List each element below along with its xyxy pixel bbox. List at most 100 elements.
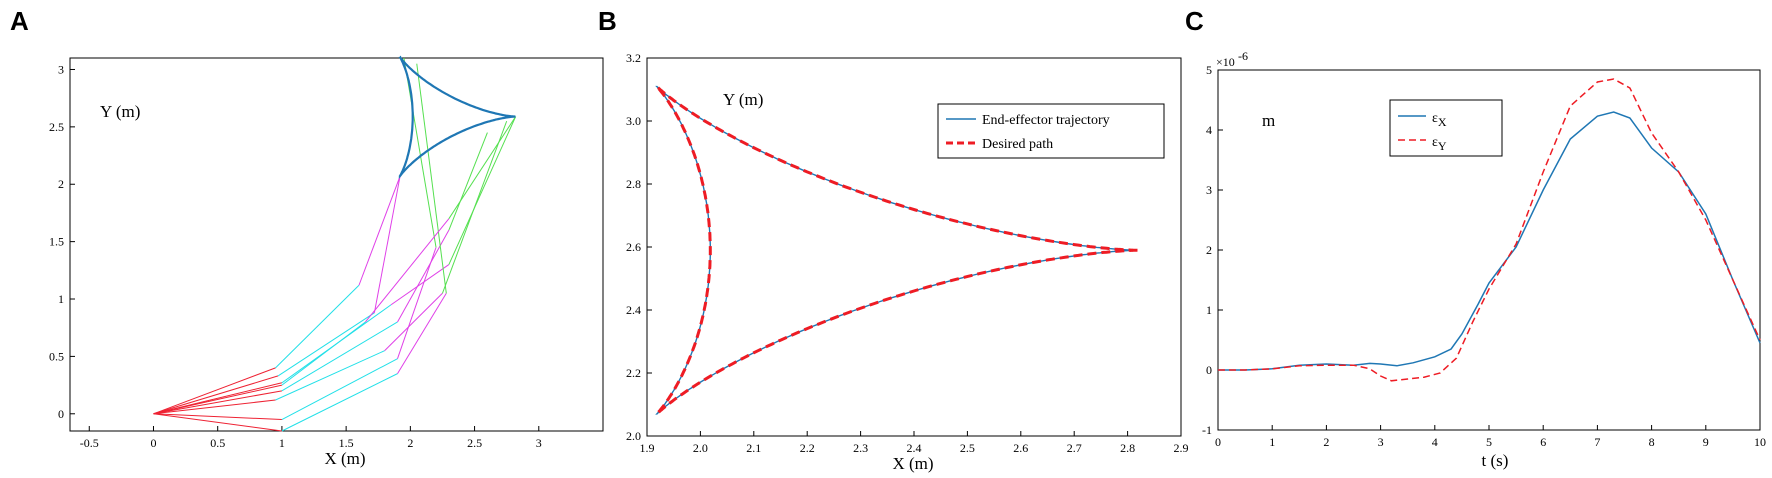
ylabel-b: Y (m) [723, 90, 763, 109]
c-ytick-label: 3 [1206, 183, 1212, 197]
b-xtick-label: 2.4 [907, 441, 922, 455]
c-ytick-label: -1 [1202, 423, 1212, 437]
arm-link [281, 358, 398, 420]
c-xtick-label: 2 [1323, 435, 1329, 449]
plot-frame-a [69, 57, 604, 432]
arm-link [275, 350, 385, 401]
arm-link [384, 292, 443, 352]
a-ytick-label: 1 [58, 292, 64, 306]
a-xtick-label: 2 [407, 436, 413, 450]
a-xtick-label: -0.5 [80, 436, 99, 450]
b-xtick-label: 2.7 [1067, 441, 1082, 455]
xlabel-b: X (m) [892, 454, 933, 473]
arm-link [373, 176, 401, 313]
exponent-power: -6 [1238, 49, 1248, 63]
exponent-label: ×10 -6 [1216, 49, 1248, 69]
c-ytick-label: 0 [1206, 363, 1212, 377]
arm-link [275, 284, 360, 369]
c-xtick-label: 9 [1703, 435, 1709, 449]
c-xtick-label: 8 [1649, 435, 1655, 449]
panel-b: 1.9 2.0 2.1 2.2 2.3 2.4 2.5 2.6 2.7 2.8 2.92.02.22… [626, 51, 1189, 473]
c-xtick-label: 7 [1594, 435, 1600, 449]
b-xtick-label: 2.5 [960, 441, 975, 455]
arm-link [153, 367, 276, 415]
ylabel-a: Y (m) [100, 102, 140, 121]
arm-link [281, 321, 366, 386]
a-xtick-label: 0.5 [210, 436, 225, 450]
series-ey [1218, 78, 1761, 382]
b-ytick-label: 3.2 [626, 51, 641, 65]
c-ytick-label: 1 [1206, 303, 1212, 317]
legend-ey-sub: Y [1438, 139, 1447, 153]
arm-link [153, 413, 282, 432]
arm-link [416, 63, 447, 294]
c-xtick-label: 0 [1215, 435, 1221, 449]
arm-link [448, 116, 517, 265]
arm-link [153, 413, 282, 421]
legend-box-b [937, 103, 1165, 159]
legend-label-ey: εY [1432, 135, 1447, 153]
arm-link [397, 293, 447, 374]
series-ex [1218, 111, 1761, 371]
arm-link [277, 312, 375, 377]
b-ytick-label: 2.0 [626, 429, 641, 443]
b-ytick-label: 2.8 [626, 177, 641, 191]
b-ytick-label: 3.0 [626, 114, 641, 128]
c-xtick-label: 3 [1378, 435, 1384, 449]
b-xtick-label: 1.9 [640, 441, 655, 455]
arm-link [358, 176, 401, 286]
series-desired-path [653, 85, 1138, 416]
panel-a: -0.5 0 0.5 1 1.5 2 2.5 3 0 0.5 1 1.5 2 2.5 3 Y (m) X (… [49, 55, 604, 468]
b-ytick-label: 2.4 [626, 303, 641, 317]
b-xtick-label: 2.3 [853, 441, 868, 455]
b-ytick-label: 2.6 [626, 240, 641, 254]
arm-link [153, 375, 279, 415]
arm-link [397, 247, 437, 359]
xlabel-c: t (s) [1482, 451, 1509, 470]
arm-link [153, 390, 283, 415]
panel-letter-a: A [10, 6, 29, 36]
ylabel-c: m [1262, 111, 1275, 130]
panel-letter-b: B [598, 6, 617, 36]
legend-c: εX εY [1389, 99, 1503, 157]
b-xtick-label: 2.6 [1013, 441, 1028, 455]
arm-link [390, 264, 450, 306]
deltoid-path-a [398, 55, 516, 179]
exponent-base: ×10 [1216, 55, 1235, 69]
legend-b: End-effector trajectory Desired path [937, 103, 1165, 159]
c-ytick-label: 2 [1206, 243, 1212, 257]
legend-ey-symbol: ε [1432, 135, 1438, 150]
arm-link [448, 132, 488, 231]
a-ytick-label: 2.5 [49, 120, 64, 134]
legend-label-ex: εX [1432, 111, 1447, 129]
legend-label-desired: Desired path [982, 137, 1053, 152]
c-xtick-label: 5 [1486, 435, 1492, 449]
xlabel-a: X (m) [324, 449, 365, 468]
b-xtick-label: 2.0 [693, 441, 708, 455]
a-ytick-label: 0 [58, 407, 64, 421]
c-xtick-label: 1 [1269, 435, 1275, 449]
b-xtick-label: 2.1 [746, 441, 761, 455]
b-xtick-label: 2.8 [1120, 441, 1135, 455]
arm-link [403, 57, 437, 248]
b-xtick-label: 2.2 [800, 441, 815, 455]
c-xtick-label: 4 [1432, 435, 1438, 449]
panel-letter-c: C [1185, 6, 1204, 36]
arm-link [365, 218, 450, 323]
arm-link [448, 116, 517, 219]
arm-link [441, 120, 508, 294]
b-xtick-label: 2.9 [1174, 441, 1189, 455]
arm-link [281, 321, 398, 392]
c-xtick-label: 10 [1754, 435, 1766, 449]
a-xtick-label: 1 [279, 436, 285, 450]
a-xtick-label: 0 [150, 436, 156, 450]
arm-link [281, 373, 398, 432]
legend-ex-sub: X [1438, 115, 1447, 129]
a-xtick-label: 2.5 [467, 436, 482, 450]
arm-link [397, 229, 450, 323]
c-ytick-label: 5 [1206, 63, 1212, 77]
b-ytick-label: 2.2 [626, 366, 641, 380]
a-xtick-label: 3 [536, 436, 542, 450]
